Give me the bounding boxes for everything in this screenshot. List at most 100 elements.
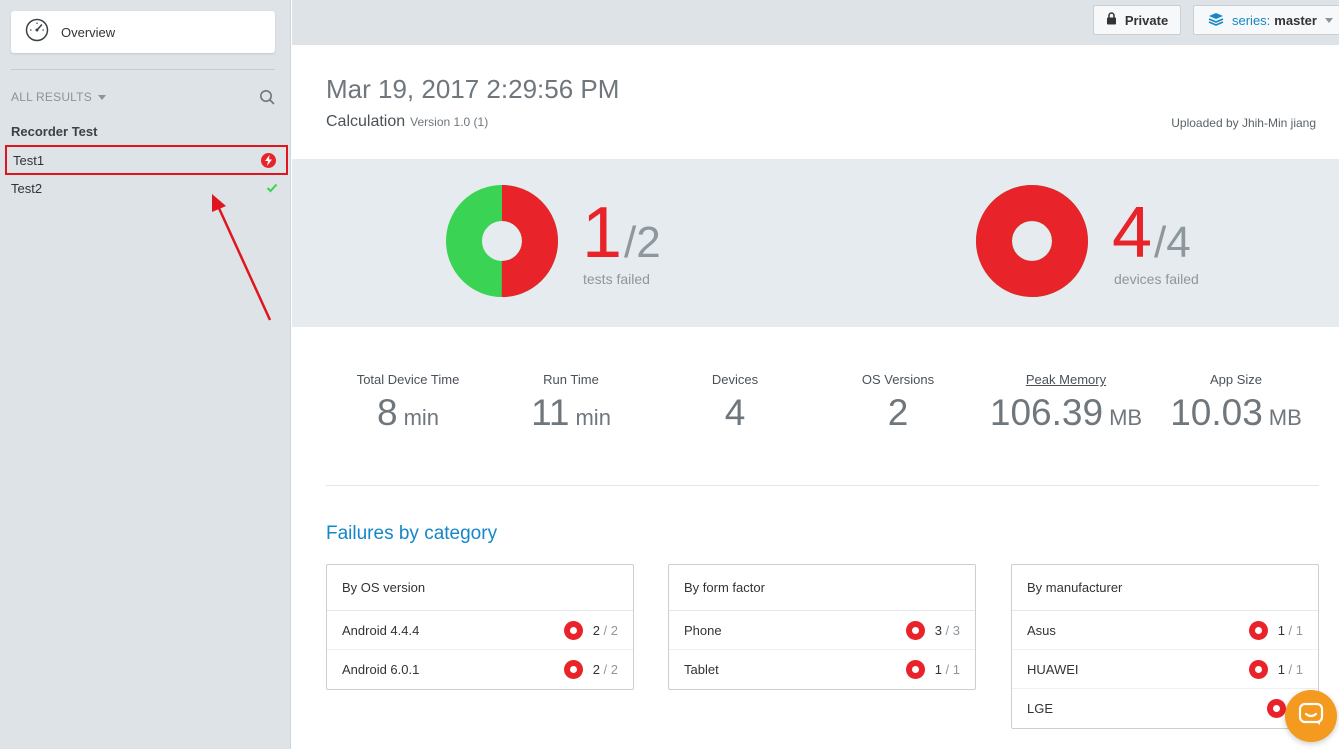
failure-count: 2 / 2 <box>563 660 618 679</box>
category-name: Tablet <box>684 662 719 677</box>
chat-launcher-button[interactable] <box>1285 690 1337 742</box>
metric-unit: MB <box>1109 405 1143 430</box>
metric-total-device-time: Total Device Time 8 min <box>323 372 493 434</box>
failure-count: 1 / 1 <box>1248 659 1303 679</box>
category-name: Asus <box>1027 622 1056 638</box>
devices-failed-count: 4 <box>1112 193 1153 273</box>
total-count: 1 <box>1295 661 1303 677</box>
card-title: By manufacturer <box>1012 565 1318 611</box>
privacy-label: Private <box>1124 12 1169 28</box>
failed-count: 2 <box>592 622 600 638</box>
sidebar: Overview ALL RESULTS Recorder Test Test1… <box>0 0 291 749</box>
metric-value: 11 <box>531 392 570 433</box>
list-item[interactable]: Asus 1 / 1 <box>1012 611 1318 650</box>
tests-total-count: /2 <box>624 218 661 267</box>
card-title: By form factor <box>669 565 975 611</box>
metric-value: 8 <box>376 392 398 433</box>
chevron-down-icon <box>97 94 106 100</box>
annotation-arrow <box>212 194 272 321</box>
layers-icon <box>1208 12 1224 29</box>
metric-value: 4 <box>724 392 746 433</box>
card-title: By OS version <box>327 565 633 611</box>
failed-count: 3 <box>934 622 942 638</box>
metric-label: Total Device Time <box>356 372 460 387</box>
total-count: 3 <box>952 622 960 638</box>
devices-donut-chart <box>976 185 1088 297</box>
run-date: Mar 19, 2017 2:29:56 PM <box>326 74 620 104</box>
total-count: 1 <box>952 662 960 677</box>
filter-row: ALL RESULTS <box>11 87 275 107</box>
tests-failed-caption: tests failed <box>583 271 650 287</box>
results-filter-dropdown[interactable]: ALL RESULTS <box>11 90 106 104</box>
lock-icon <box>1106 12 1117 28</box>
total-count: 2 <box>610 622 618 638</box>
failed-count: 1 <box>1277 622 1285 638</box>
failure-ring-icon <box>905 620 925 640</box>
failures-heading: Failures by category <box>326 523 498 544</box>
category-name: HUAWEI <box>1027 661 1079 677</box>
list-item[interactable]: Android 6.0.1 2 / 2 <box>327 650 633 689</box>
tests-failed-stat: 1 /2 <box>582 197 661 269</box>
list-item[interactable]: HUAWEI 1 / 1 <box>1012 650 1318 689</box>
overview-button[interactable]: Overview <box>11 11 275 53</box>
metric-value: 106.39 <box>989 392 1104 433</box>
category-name: Android 6.0.1 <box>342 662 420 677</box>
total-count: 1 <box>1295 622 1303 638</box>
tests-failed-count: 1 <box>582 193 623 273</box>
sidebar-item-test2[interactable]: Test2 <box>5 173 288 203</box>
summary-panel: 1 /2 tests failed 4 /4 devices failed <box>292 159 1339 327</box>
metric-unit: MB <box>1268 405 1302 430</box>
metric-value-line: 2 <box>813 392 983 434</box>
metric-value-line: 4 <box>650 392 820 434</box>
series-dropdown[interactable]: series: master <box>1193 5 1339 35</box>
failure-count: 1 / 1 <box>1248 620 1303 640</box>
app-name: Calculation <box>326 113 406 130</box>
donut-failed-segment <box>446 185 558 297</box>
lightning-icon <box>261 152 276 168</box>
series-prefix: series: <box>1232 12 1271 28</box>
chat-icon <box>1298 702 1324 731</box>
metric-run-time: Run Time 11 min <box>486 372 656 434</box>
failure-ring-icon <box>1248 620 1268 640</box>
failure-ring-icon <box>1266 699 1286 718</box>
failed-count: 1 <box>934 662 942 677</box>
app-info: Calculation Version 1.0 (1) <box>326 113 488 131</box>
metric-unit: min <box>575 405 611 430</box>
sidebar-divider <box>11 69 275 70</box>
category-name: Android 4.4.4 <box>342 622 420 638</box>
failed-count: 2 <box>592 662 600 677</box>
list-item[interactable]: Phone 3 / 3 <box>669 611 975 650</box>
check-icon <box>266 181 278 196</box>
search-icon[interactable] <box>259 89 275 105</box>
failure-ring-icon <box>905 660 925 679</box>
list-item[interactable]: Tablet 1 / 1 <box>669 650 975 689</box>
test-group-title: Recorder Test <box>11 124 98 139</box>
donut-failed-segment <box>976 185 1088 297</box>
failure-ring-icon <box>1248 659 1268 679</box>
failure-count: 1 / 1 <box>905 660 960 679</box>
metric-value-line: 11 min <box>486 392 656 434</box>
devices-failed-caption: devices failed <box>1114 271 1199 287</box>
failures-by-form-factor-card: By form factor Phone 3 / 3 Tablet 1 / 1 <box>668 564 976 690</box>
devices-total-count: /4 <box>1154 218 1191 267</box>
metric-value-line: 8 min <box>323 392 493 434</box>
failures-by-manufacturer-card: By manufacturer Asus 1 / 1 HUAWEI 1 / 1 … <box>1011 564 1319 729</box>
peak-memory-link[interactable]: Peak Memory <box>1025 372 1107 387</box>
metric-label: Devices <box>711 372 759 387</box>
failure-ring-icon <box>563 620 583 640</box>
results-filter-label: ALL RESULTS <box>11 90 92 104</box>
metric-value-line: 106.39 MB <box>981 392 1151 434</box>
metric-label: App Size <box>1209 372 1263 387</box>
metric-unit: min <box>403 405 440 430</box>
speedometer-icon <box>25 18 49 47</box>
top-bar: Private series: master <box>292 0 1339 45</box>
privacy-button[interactable]: Private <box>1093 5 1181 35</box>
sidebar-item-test1[interactable]: Test1 <box>5 145 288 175</box>
metric-value: 2 <box>887 392 909 433</box>
list-item[interactable]: LGE 2 <box>1012 689 1318 728</box>
app-version: Version 1.0 (1) <box>410 115 489 129</box>
metric-peak-memory: Peak Memory 106.39 MB <box>981 372 1151 434</box>
list-item[interactable]: Android 4.4.4 2 / 2 <box>327 611 633 650</box>
failures-by-os-card: By OS version Android 4.4.4 2 / 2 Androi… <box>326 564 634 690</box>
metric-label: Run Time <box>543 372 599 387</box>
